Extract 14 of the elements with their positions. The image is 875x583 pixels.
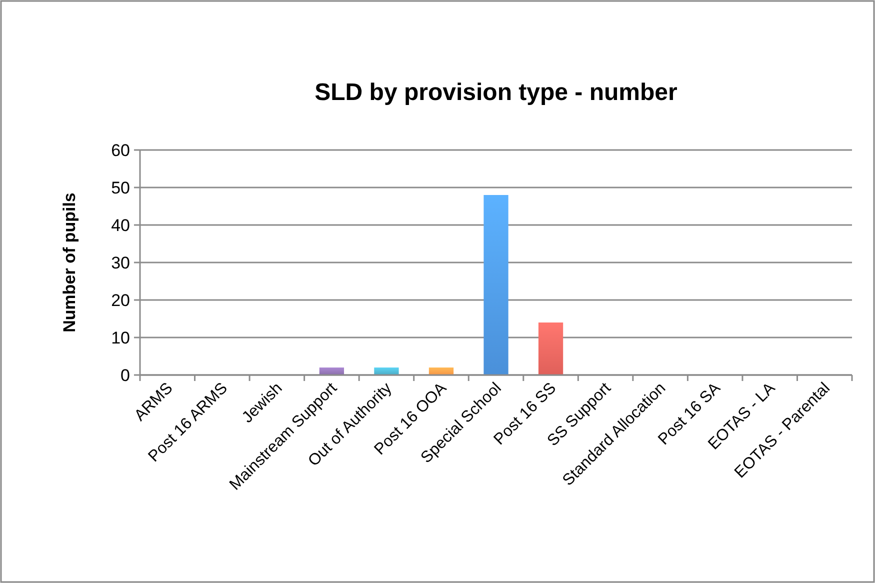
y-tick-label: 30 (111, 253, 130, 272)
chart-title: SLD by provision type - number (314, 79, 678, 106)
y-tick-label: 40 (111, 216, 130, 235)
y-tick-label: 0 (120, 366, 130, 385)
bar (538, 322, 564, 375)
bar (319, 368, 344, 375)
y-tick-label: 50 (111, 178, 130, 198)
bar (374, 368, 399, 375)
bar (484, 195, 508, 375)
y-tick-label: 20 (111, 290, 130, 310)
y-axis-title: Number of pupils (60, 192, 79, 332)
bar (428, 368, 454, 375)
y-tick-label: 60 (111, 140, 130, 160)
y-tick-label: 10 (111, 328, 130, 348)
